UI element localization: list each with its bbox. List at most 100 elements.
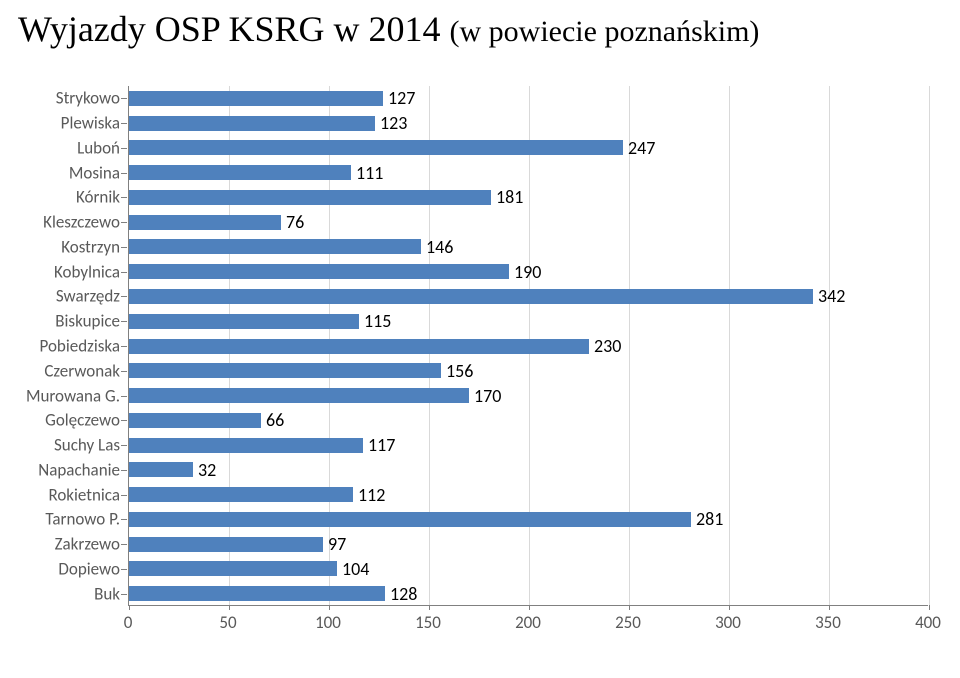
x-axis-label: 150 [415, 612, 441, 633]
value-label: 230 [594, 337, 621, 355]
category-label: Golęczewo [18, 412, 120, 429]
category-label: Buk [18, 585, 120, 602]
bar [129, 363, 441, 378]
plot-area [128, 86, 928, 606]
value-label: 247 [628, 139, 655, 157]
y-tick [121, 123, 127, 124]
x-axis-label: 300 [715, 612, 741, 633]
x-tick [529, 605, 530, 610]
bar [129, 561, 337, 576]
value-label: 66 [266, 411, 284, 429]
x-tick [629, 605, 630, 610]
y-tick [121, 346, 127, 347]
grid-line [729, 86, 730, 605]
bar [129, 512, 691, 527]
value-label: 117 [368, 436, 395, 454]
x-tick [929, 605, 930, 610]
category-label: Strykowo [18, 90, 120, 107]
y-tick [121, 371, 127, 372]
bar [129, 314, 359, 329]
y-tick [121, 98, 127, 99]
category-label: Murowana G. [18, 387, 120, 404]
category-label: Dopiewo [18, 560, 120, 577]
value-label: 104 [342, 560, 369, 578]
bar [129, 487, 353, 502]
y-tick [121, 470, 127, 471]
y-tick [121, 495, 127, 496]
value-label: 112 [358, 486, 385, 504]
y-tick [121, 569, 127, 570]
x-axis-label: 100 [315, 612, 341, 633]
bar [129, 165, 351, 180]
y-tick [121, 544, 127, 545]
value-label: 146 [426, 238, 453, 256]
bar [129, 537, 323, 552]
y-tick [121, 148, 127, 149]
category-label: Kleszczewo [18, 214, 120, 231]
chart: 0 50 100 150 200 250 300 350 400 Strykowo 127 Plewi… [18, 86, 942, 646]
x-axis-label: 350 [815, 612, 841, 633]
value-label: 97 [328, 535, 346, 553]
y-tick [121, 594, 127, 595]
category-label: Mosina [18, 164, 120, 181]
bar [129, 413, 261, 428]
x-axis-label: 250 [615, 612, 641, 633]
bar [129, 215, 281, 230]
bar [129, 264, 509, 279]
y-tick [121, 396, 127, 397]
y-tick [121, 420, 127, 421]
x-tick [729, 605, 730, 610]
bar [129, 438, 363, 453]
bar [129, 339, 589, 354]
x-axis-label: 50 [219, 612, 236, 633]
y-tick [121, 519, 127, 520]
category-label: Biskupice [18, 313, 120, 330]
y-tick [121, 296, 127, 297]
category-label: Pobiedziska [18, 338, 120, 355]
y-tick [121, 247, 127, 248]
bar [129, 239, 421, 254]
bar [129, 91, 383, 106]
x-axis-label: 400 [915, 612, 941, 633]
value-label: 123 [380, 114, 407, 132]
y-tick [121, 445, 127, 446]
grid-line [629, 86, 630, 605]
x-axis-label: 0 [124, 612, 133, 633]
value-label: 156 [446, 362, 473, 380]
x-tick [329, 605, 330, 610]
category-label: Swarzędz [18, 288, 120, 305]
category-label: Kórnik [18, 189, 120, 206]
y-tick [121, 222, 127, 223]
x-tick [429, 605, 430, 610]
grid-line [829, 86, 830, 605]
title-sub: (w powiecie poznańskim) [450, 15, 760, 48]
y-tick [121, 321, 127, 322]
category-label: Kobylnica [18, 263, 120, 280]
x-axis-label: 200 [515, 612, 541, 633]
bar [129, 586, 385, 601]
y-tick [121, 272, 127, 273]
category-label: Plewiska [18, 115, 120, 132]
value-label: 115 [364, 312, 391, 330]
bar [129, 289, 813, 304]
y-tick [121, 173, 127, 174]
grid-line [929, 86, 930, 605]
category-label: Kostrzyn [18, 238, 120, 255]
value-label: 76 [286, 213, 304, 231]
category-label: Suchy Las [18, 437, 120, 454]
value-label: 281 [696, 510, 723, 528]
value-label: 127 [388, 89, 415, 107]
category-label: Napachanie [18, 461, 120, 478]
value-label: 170 [474, 387, 501, 405]
category-label: Rokietnica [18, 486, 120, 503]
value-label: 32 [198, 461, 216, 479]
x-tick [829, 605, 830, 610]
category-label: Zakrzewo [18, 536, 120, 553]
value-label: 111 [356, 164, 383, 182]
title-main: Wyjazdy OSP KSRG w 2014 [18, 9, 450, 49]
bar [129, 190, 491, 205]
bar [129, 462, 193, 477]
chart-title: Wyjazdy OSP KSRG w 2014 (w powiecie pozn… [18, 8, 942, 50]
x-tick [229, 605, 230, 610]
category-label: Luboń [18, 139, 120, 156]
